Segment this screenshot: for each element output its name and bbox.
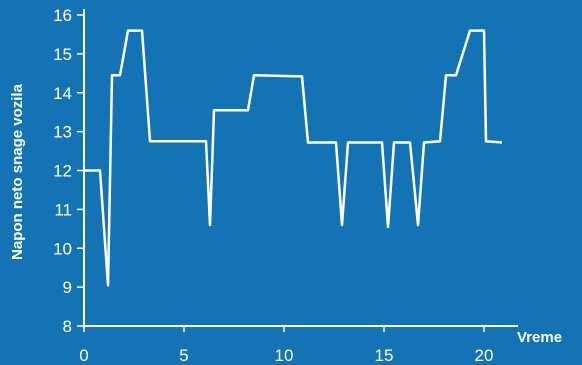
x-tick-label: 5: [179, 346, 188, 365]
y-tick-label: 10: [53, 239, 72, 258]
y-tick-label: 14: [53, 84, 72, 103]
y-tick-label: 12: [53, 162, 72, 181]
y-tick-label: 15: [53, 45, 72, 64]
x-tick-label: 10: [275, 346, 294, 365]
x-tick-label: 0: [79, 346, 88, 365]
x-tick-label: 15: [375, 346, 394, 365]
x-tick-label: 20: [475, 346, 494, 365]
y-tick-label: 8: [63, 317, 72, 336]
y-axis-ticks: 8 9 10 11 12 13 14 15 16: [53, 6, 84, 336]
x-axis-title: Vreme: [517, 329, 562, 346]
y-tick-label: 13: [53, 123, 72, 142]
y-axis-title: Napon neto snage vozila: [9, 83, 26, 260]
series-line: [84, 29, 503, 287]
y-tick-label: 16: [53, 6, 72, 25]
y-tick-label: 9: [63, 278, 72, 297]
y-tick-label: 11: [54, 200, 72, 219]
